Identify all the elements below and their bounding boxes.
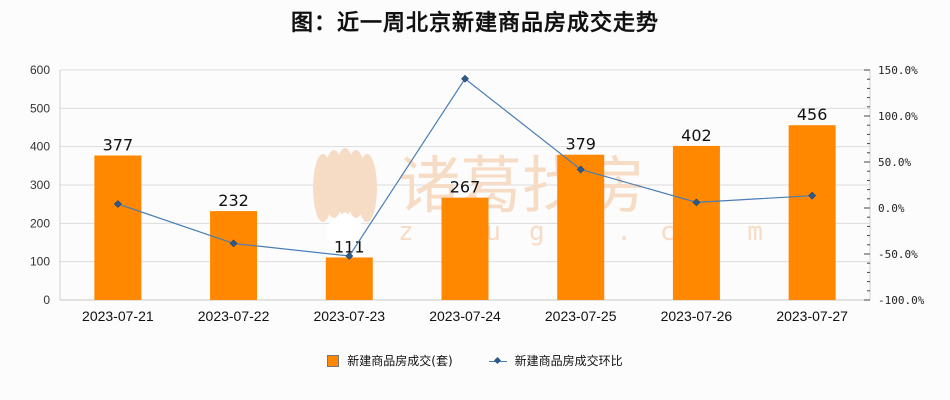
bar-value-label: 377 <box>103 135 134 154</box>
y-left-tick: 500 <box>30 101 50 115</box>
x-tick: 2023-07-23 <box>313 308 385 324</box>
line-point-marker[interactable] <box>113 200 122 208</box>
bar[interactable] <box>325 257 373 300</box>
line-marker-icon <box>488 356 507 366</box>
y-right-tick: 0.0% <box>878 202 905 215</box>
house-icon <box>327 212 363 240</box>
line-point-marker[interactable] <box>692 198 701 207</box>
bar-value-label: 232 <box>218 191 249 210</box>
watermark-text: 诸葛找房 <box>398 149 646 222</box>
bar[interactable] <box>672 145 720 300</box>
x-tick: 2023-07-27 <box>776 308 848 324</box>
line-point-marker[interactable] <box>345 252 354 260</box>
legend-label-line: 新建商品房成交环比 <box>514 354 623 368</box>
y-left-tick: 400 <box>30 140 50 154</box>
bar-value-label: 111 <box>334 237 365 256</box>
bar-value-label: 402 <box>681 126 712 145</box>
legend-item-line[interactable]: 新建商品房成交环比 <box>488 352 623 369</box>
lotus-petal-icon <box>357 154 377 222</box>
y-left-tick: 0 <box>43 293 50 307</box>
x-tick: 2023-07-25 <box>545 308 617 324</box>
bar[interactable] <box>441 197 489 300</box>
y-right-tick: -50.0% <box>878 248 918 261</box>
line-point-marker[interactable] <box>229 239 238 248</box>
y-left-tick: 300 <box>30 178 50 192</box>
bar[interactable] <box>788 125 836 300</box>
y-left-tick: 600 <box>30 63 50 77</box>
line-point-marker[interactable] <box>808 191 817 200</box>
x-tick: 2023-07-26 <box>661 308 733 324</box>
bar-value-label: 379 <box>565 135 596 154</box>
y-right-tick: 100.0% <box>878 110 918 123</box>
bar[interactable] <box>210 211 258 300</box>
x-tick: 2023-07-21 <box>82 308 154 324</box>
legend-label-bar: 新建商品房成交(套) <box>347 354 453 368</box>
bar[interactable] <box>94 155 142 300</box>
y-left-tick: 100 <box>30 255 50 269</box>
y-right-tick: 50.0% <box>878 156 911 169</box>
y-left-tick: 200 <box>30 216 50 230</box>
chart-title: 图：近一周北京新建商品房成交走势 <box>290 11 659 36</box>
legend-item-bar[interactable]: 新建商品房成交(套) <box>327 352 453 369</box>
y-right-tick: 150.0% <box>878 64 918 77</box>
x-tick: 2023-07-24 <box>429 308 501 324</box>
y-right-tick: -100.0% <box>878 294 925 307</box>
bar-swatch-icon <box>327 354 340 367</box>
line-point-marker[interactable] <box>461 74 469 83</box>
legend: 新建商品房成交(套) 新建商品房成交环比 <box>0 352 950 369</box>
bar[interactable] <box>557 154 605 300</box>
line-point-marker[interactable] <box>576 165 585 174</box>
x-tick: 2023-07-22 <box>198 308 270 324</box>
bar-value-label: 456 <box>797 105 828 124</box>
bar-value-label: 267 <box>450 178 481 197</box>
